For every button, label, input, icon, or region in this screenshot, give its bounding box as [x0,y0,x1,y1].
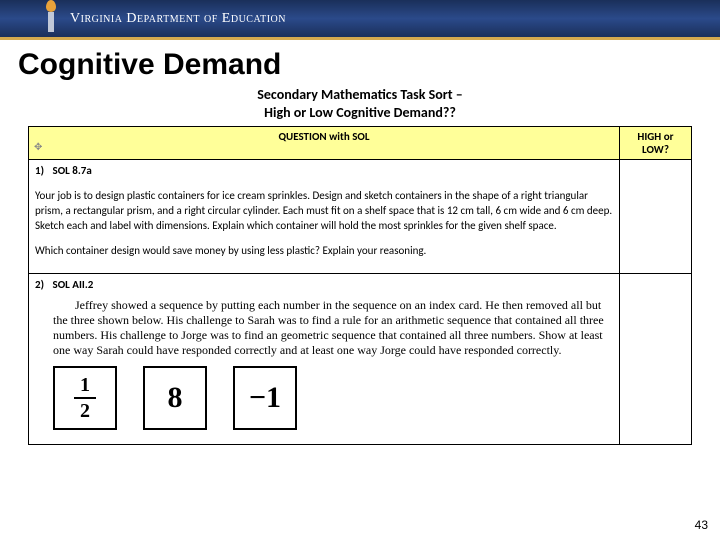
anchor-icon: ✥ [34,140,42,153]
q2-sol: SOL AII.2 [53,278,94,291]
task-table: QUESTION with SOL HIGH or LOW? 1) SOL 8.… [28,126,692,445]
q1-number: 1) [35,164,44,177]
answer-cell-2 [620,273,692,445]
slide-title: Cognitive Demand [0,40,720,86]
q2-number: 2) [35,278,44,291]
worksheet-title: Secondary Mathematics Task Sort – High o… [28,86,692,122]
fraction-bar-icon [74,397,96,399]
col-header-highlow: HIGH or LOW? [620,127,692,160]
q1-sol: SOL 8.7a [53,164,92,177]
ws-title-line2: High or Low Cognitive Demand?? [264,104,456,121]
page-number: 43 [695,518,708,532]
table-row: 2) SOL AII.2 Jeffrey showed a sequence b… [29,273,692,445]
card-neg-one: −1 [233,366,297,430]
torch-icon [40,4,62,34]
q1-p1: Your job is to design plastic containers… [35,189,613,234]
frac-denominator: 2 [80,401,90,421]
frac-numerator: 1 [80,375,90,395]
q2-jeffrey-text: Jeffrey showed a sequence by putting eac… [53,298,607,358]
table-row: 1) SOL 8.7a Your job is to design plasti… [29,160,692,273]
question-cell-2: 2) SOL AII.2 Jeffrey showed a sequence b… [29,273,620,445]
index-cards: 1 2 8 −1 [53,366,613,430]
q1-p2: Which container design would save money … [35,244,613,259]
question-cell-1: 1) SOL 8.7a Your job is to design plasti… [29,160,620,273]
ws-title-line1: Secondary Mathematics Task Sort – [257,86,463,103]
card-fraction: 1 2 [53,366,117,430]
q1-body: Your job is to design plastic containers… [35,189,613,258]
card-eight: 8 [143,366,207,430]
org-name: Virginia Department of Education [70,11,286,27]
header-banner: Virginia Department of Education [0,0,720,40]
col-header-question: QUESTION with SOL [29,127,620,160]
worksheet: ✥ Secondary Mathematics Task Sort – High… [28,86,692,445]
answer-cell-1 [620,160,692,273]
